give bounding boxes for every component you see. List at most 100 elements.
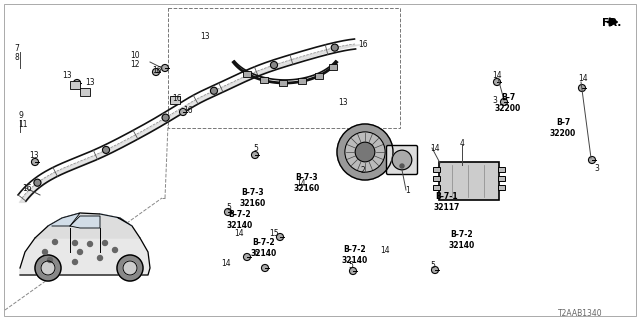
Circle shape: [162, 114, 169, 121]
Text: 9: 9: [18, 110, 23, 119]
Circle shape: [579, 84, 586, 92]
Polygon shape: [70, 216, 100, 228]
Circle shape: [102, 147, 109, 153]
Text: 16: 16: [358, 39, 367, 49]
Text: 14: 14: [296, 179, 306, 188]
Circle shape: [355, 142, 375, 162]
Text: 1: 1: [405, 186, 410, 195]
Circle shape: [161, 65, 168, 71]
Text: 14: 14: [221, 259, 230, 268]
Circle shape: [252, 151, 259, 158]
Circle shape: [72, 260, 77, 265]
Circle shape: [31, 158, 38, 165]
Text: B-7-2
32140: B-7-2 32140: [449, 230, 475, 251]
Bar: [498, 167, 505, 172]
Text: 14: 14: [380, 245, 390, 254]
Bar: [433, 185, 440, 190]
Bar: [298, 78, 306, 84]
Bar: [80, 88, 90, 96]
Circle shape: [72, 241, 77, 245]
Text: 10: 10: [130, 51, 140, 60]
Circle shape: [152, 68, 159, 76]
Bar: [170, 96, 180, 104]
Bar: [243, 71, 252, 77]
Circle shape: [74, 79, 81, 86]
Text: B-7-2
32140: B-7-2 32140: [342, 244, 368, 265]
Text: B-7
32200: B-7 32200: [550, 118, 576, 139]
Text: 7: 7: [14, 44, 19, 52]
Text: 3: 3: [594, 164, 599, 172]
Text: 13: 13: [200, 31, 210, 41]
Text: 14: 14: [430, 143, 440, 153]
Circle shape: [225, 209, 232, 215]
Text: 13: 13: [338, 98, 348, 107]
Circle shape: [35, 255, 61, 281]
Circle shape: [47, 258, 52, 262]
Text: 16: 16: [22, 183, 31, 193]
FancyBboxPatch shape: [439, 162, 499, 200]
Circle shape: [97, 255, 102, 260]
Circle shape: [211, 87, 218, 94]
Text: 14: 14: [578, 74, 588, 83]
Text: 11: 11: [18, 119, 28, 129]
Circle shape: [349, 268, 356, 275]
Text: 15: 15: [269, 228, 278, 237]
Text: 5: 5: [253, 143, 258, 153]
Text: 5: 5: [348, 261, 353, 270]
Circle shape: [52, 239, 58, 244]
Text: B-7-1
32117: B-7-1 32117: [434, 192, 460, 212]
Bar: [433, 176, 440, 181]
Circle shape: [243, 253, 250, 260]
Text: 13: 13: [85, 77, 95, 86]
Text: 13: 13: [29, 150, 38, 159]
Circle shape: [493, 78, 500, 85]
Text: 5: 5: [226, 203, 231, 212]
Circle shape: [500, 99, 508, 106]
Text: 5: 5: [430, 261, 435, 270]
Bar: [433, 167, 440, 172]
Text: 14: 14: [492, 70, 502, 79]
Bar: [315, 73, 323, 79]
Text: B-7-2
32140: B-7-2 32140: [251, 237, 277, 259]
Circle shape: [589, 156, 595, 164]
Circle shape: [170, 97, 177, 103]
Polygon shape: [48, 213, 80, 226]
Circle shape: [400, 164, 404, 168]
Circle shape: [392, 150, 412, 170]
Text: 6: 6: [253, 249, 258, 258]
Circle shape: [431, 267, 438, 274]
Bar: [498, 176, 505, 181]
Text: B-7-3
32160: B-7-3 32160: [240, 188, 266, 208]
Bar: [168, 8, 400, 128]
Circle shape: [262, 265, 269, 271]
Circle shape: [276, 234, 284, 241]
Circle shape: [345, 132, 385, 172]
Circle shape: [88, 242, 93, 246]
Text: 4: 4: [460, 139, 465, 148]
Polygon shape: [20, 228, 150, 275]
Text: 13: 13: [62, 70, 72, 79]
Text: 16: 16: [172, 93, 182, 102]
Circle shape: [34, 179, 41, 186]
Text: B-7-3
32160: B-7-3 32160: [294, 172, 320, 193]
Bar: [328, 64, 337, 70]
Circle shape: [41, 261, 55, 275]
Bar: [498, 185, 505, 190]
Circle shape: [123, 261, 137, 275]
Text: 12: 12: [130, 60, 140, 68]
Text: 14: 14: [234, 228, 244, 237]
Circle shape: [117, 255, 143, 281]
Circle shape: [102, 241, 108, 245]
Text: B-7-2
32140: B-7-2 32140: [227, 210, 253, 230]
Circle shape: [113, 247, 118, 252]
Text: 8: 8: [14, 52, 19, 61]
Bar: [260, 77, 268, 83]
Polygon shape: [100, 214, 132, 226]
Text: T2AAB1340: T2AAB1340: [557, 308, 602, 317]
Bar: [278, 80, 287, 86]
Text: 3: 3: [492, 95, 497, 105]
Circle shape: [179, 108, 186, 116]
Text: 16: 16: [152, 66, 162, 75]
Bar: [70, 81, 80, 89]
Circle shape: [337, 124, 393, 180]
